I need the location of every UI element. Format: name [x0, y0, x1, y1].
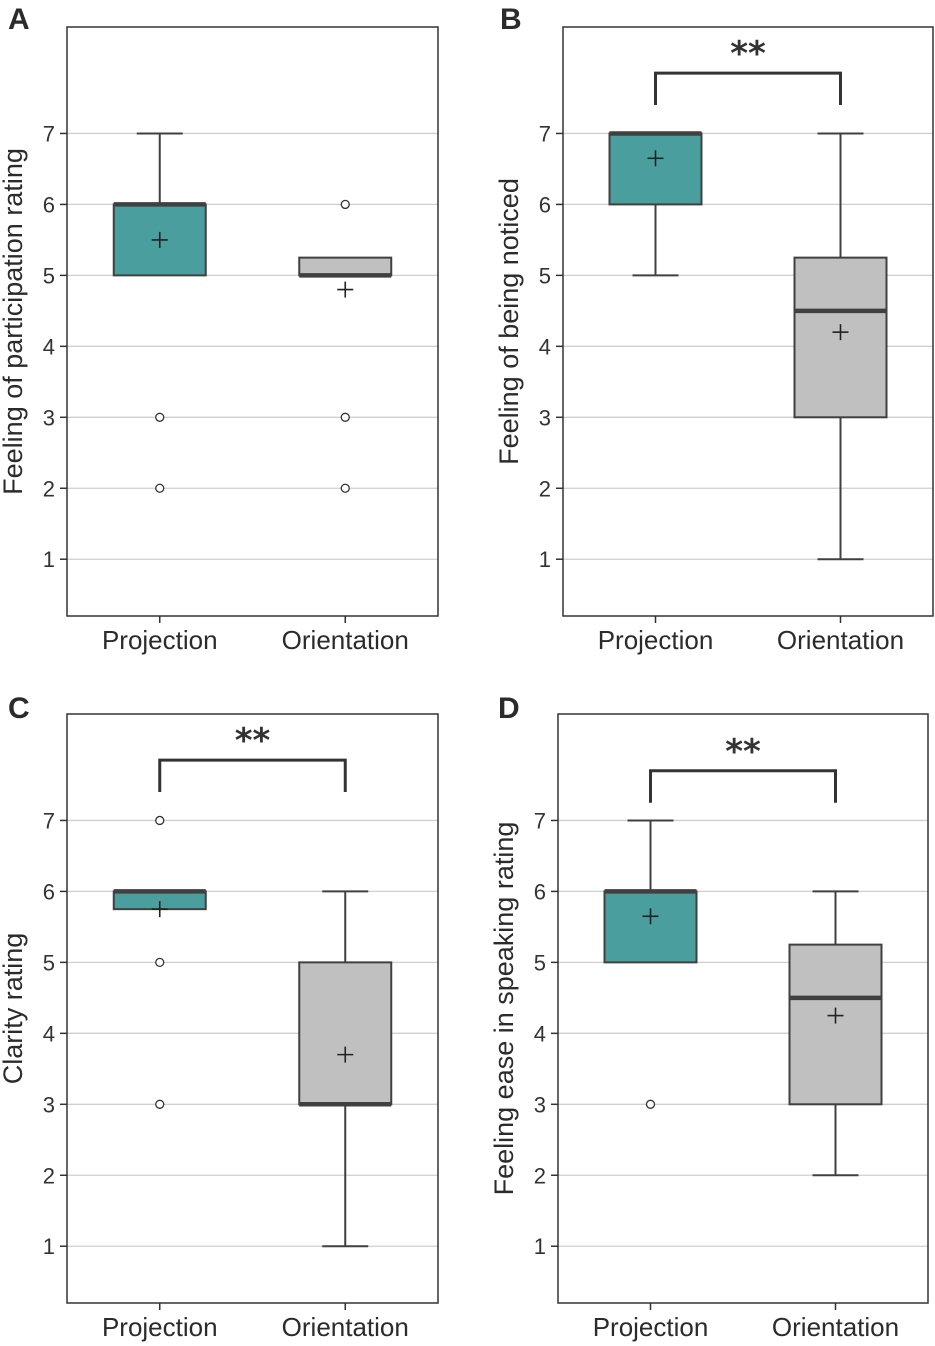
mean-marker — [827, 1007, 844, 1024]
y-tick-label: 2 — [43, 1163, 55, 1188]
box-projection — [603, 819, 698, 1109]
significance-bracket: ** — [654, 34, 842, 106]
y-tick-label: 2 — [539, 476, 551, 501]
y-tick-label: 7 — [539, 121, 551, 146]
y-tick-label: 6 — [534, 879, 546, 904]
y-tick-label: 6 — [43, 879, 55, 904]
outlier-point — [340, 412, 350, 422]
box-orientation — [298, 890, 393, 1248]
y-tick-label: 1 — [534, 1234, 546, 1259]
panel-letter: C — [8, 692, 30, 725]
y-axis-label: Clarity rating — [0, 933, 28, 1085]
outlier-point — [645, 1099, 656, 1109]
mean-marker — [337, 1046, 354, 1063]
x-tick-label: Orientation — [282, 625, 409, 655]
panel-c: C 1 2 3 4 5 6 7 Clarity rating Projection Orientat… — [0, 692, 439, 1342]
box-iqr — [298, 961, 393, 1106]
x-tick-label: Orientation — [777, 625, 904, 655]
box-iqr — [603, 890, 698, 964]
x-tick-label: Projection — [102, 1312, 218, 1342]
y-tick-label: 5 — [43, 950, 55, 975]
plot-frame — [66, 713, 439, 1304]
box-iqr — [298, 256, 393, 277]
y-tick-label: 3 — [534, 1092, 546, 1117]
outlier-point — [155, 483, 165, 493]
y-tick-label: 3 — [43, 1092, 55, 1117]
panel-letter: D — [498, 692, 520, 725]
mean-marker — [151, 231, 168, 248]
plot-frame — [66, 26, 439, 617]
significance-label: ** — [725, 732, 761, 772]
y-tick-label: 1 — [539, 547, 551, 572]
box-projection — [112, 132, 207, 493]
box-orientation — [793, 132, 888, 561]
x-tick-label: Projection — [598, 625, 714, 655]
y-tick-label: 4 — [43, 334, 55, 359]
plot-frame — [562, 26, 934, 617]
panel-a: A 1 2 3 4 5 6 7 Feeling of participation rating P… — [0, 3, 439, 655]
panel-letter: B — [500, 3, 522, 36]
y-tick-label: 5 — [534, 950, 546, 975]
mean-marker — [642, 908, 659, 925]
y-axis-label: Feeling ease in speaking rating — [489, 822, 519, 1196]
y-tick-label: 6 — [539, 192, 551, 217]
plot-frame — [557, 713, 929, 1304]
y-axis-label: Feeling of participation rating — [0, 148, 28, 495]
box-iqr — [608, 132, 703, 206]
y-tick-label: 4 — [539, 334, 551, 359]
significance-label: ** — [730, 34, 766, 74]
y-tick-label: 7 — [43, 121, 55, 146]
y-tick-label: 5 — [43, 263, 55, 288]
y-tick-label: 2 — [43, 476, 55, 501]
y-tick-label: 7 — [534, 808, 546, 833]
outlier-point — [155, 815, 165, 826]
outlier-point — [340, 199, 350, 210]
mean-marker — [151, 901, 168, 918]
panel-b: B 1 2 3 4 5 6 7 Feeling of being noticed Projecti… — [494, 3, 934, 655]
mean-marker — [647, 150, 664, 167]
y-tick-label: 7 — [43, 808, 55, 833]
x-tick-label: Projection — [593, 1312, 709, 1342]
x-tick-label: Orientation — [772, 1312, 899, 1342]
outlier-point — [155, 957, 165, 968]
y-tick-label: 1 — [43, 547, 55, 572]
significance-label: ** — [235, 721, 271, 761]
panel-d: D 1 2 3 4 5 6 7 Feeling ease in speaking rating P… — [489, 692, 929, 1342]
significance-bracket: ** — [649, 732, 837, 803]
box-iqr — [788, 943, 883, 1106]
outlier-point — [155, 412, 165, 422]
x-tick-label: Projection — [102, 625, 218, 655]
mean-marker — [337, 281, 354, 298]
box-orientation — [788, 890, 883, 1177]
outlier-point — [340, 483, 350, 493]
y-tick-label: 2 — [534, 1163, 546, 1188]
outlier-point — [155, 1099, 165, 1109]
box-projection — [608, 131, 703, 277]
significance-bracket: ** — [158, 721, 347, 793]
panel-letter: A — [8, 3, 30, 36]
y-tick-label: 4 — [534, 1021, 546, 1046]
mean-marker — [832, 324, 849, 341]
y-tick-label: 6 — [43, 192, 55, 217]
y-axis-label: Feeling of being noticed — [494, 178, 524, 465]
x-tick-label: Orientation — [282, 1312, 409, 1342]
y-tick-label: 3 — [539, 405, 551, 430]
y-tick-label: 3 — [43, 405, 55, 430]
y-tick-label: 4 — [43, 1021, 55, 1046]
y-tick-label: 1 — [43, 1234, 55, 1259]
box-projection — [112, 815, 207, 1109]
box-orientation — [298, 199, 393, 493]
y-tick-label: 5 — [539, 263, 551, 288]
